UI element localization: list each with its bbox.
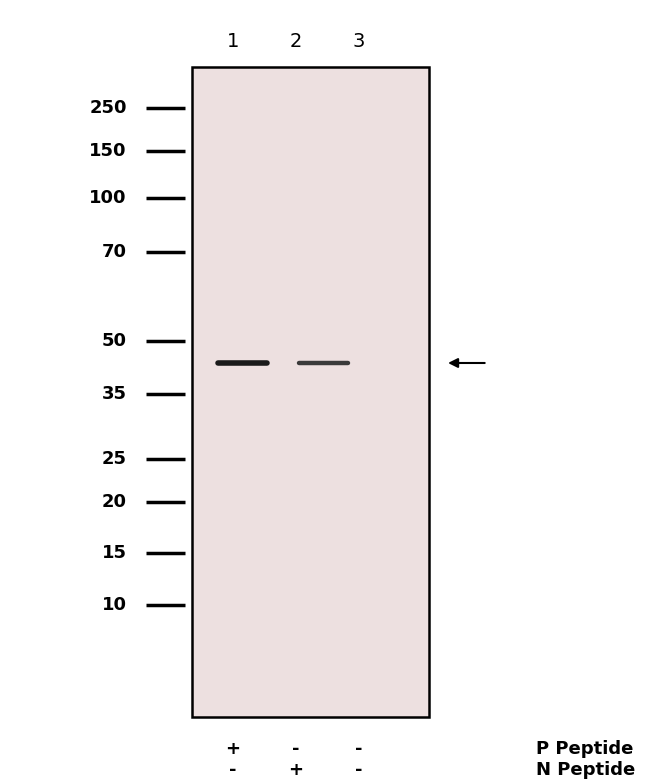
Text: +: +: [225, 740, 240, 757]
Text: 10: 10: [102, 597, 127, 614]
Text: 15: 15: [102, 544, 127, 561]
Text: 150: 150: [89, 142, 127, 159]
Text: +: +: [288, 761, 304, 779]
FancyBboxPatch shape: [192, 67, 429, 717]
Text: 50: 50: [102, 332, 127, 350]
Text: 3: 3: [352, 32, 365, 51]
Text: 100: 100: [89, 189, 127, 206]
Text: N Peptide: N Peptide: [536, 761, 636, 779]
Text: 20: 20: [102, 493, 127, 510]
Text: 70: 70: [102, 244, 127, 261]
Text: P Peptide: P Peptide: [536, 740, 634, 757]
Text: 25: 25: [102, 450, 127, 467]
Text: 2: 2: [289, 32, 302, 51]
Text: 35: 35: [102, 386, 127, 403]
Text: -: -: [292, 740, 300, 757]
Text: -: -: [229, 761, 237, 779]
Text: -: -: [355, 761, 363, 779]
Text: -: -: [355, 740, 363, 757]
Text: 1: 1: [226, 32, 239, 51]
Text: 250: 250: [89, 100, 127, 117]
